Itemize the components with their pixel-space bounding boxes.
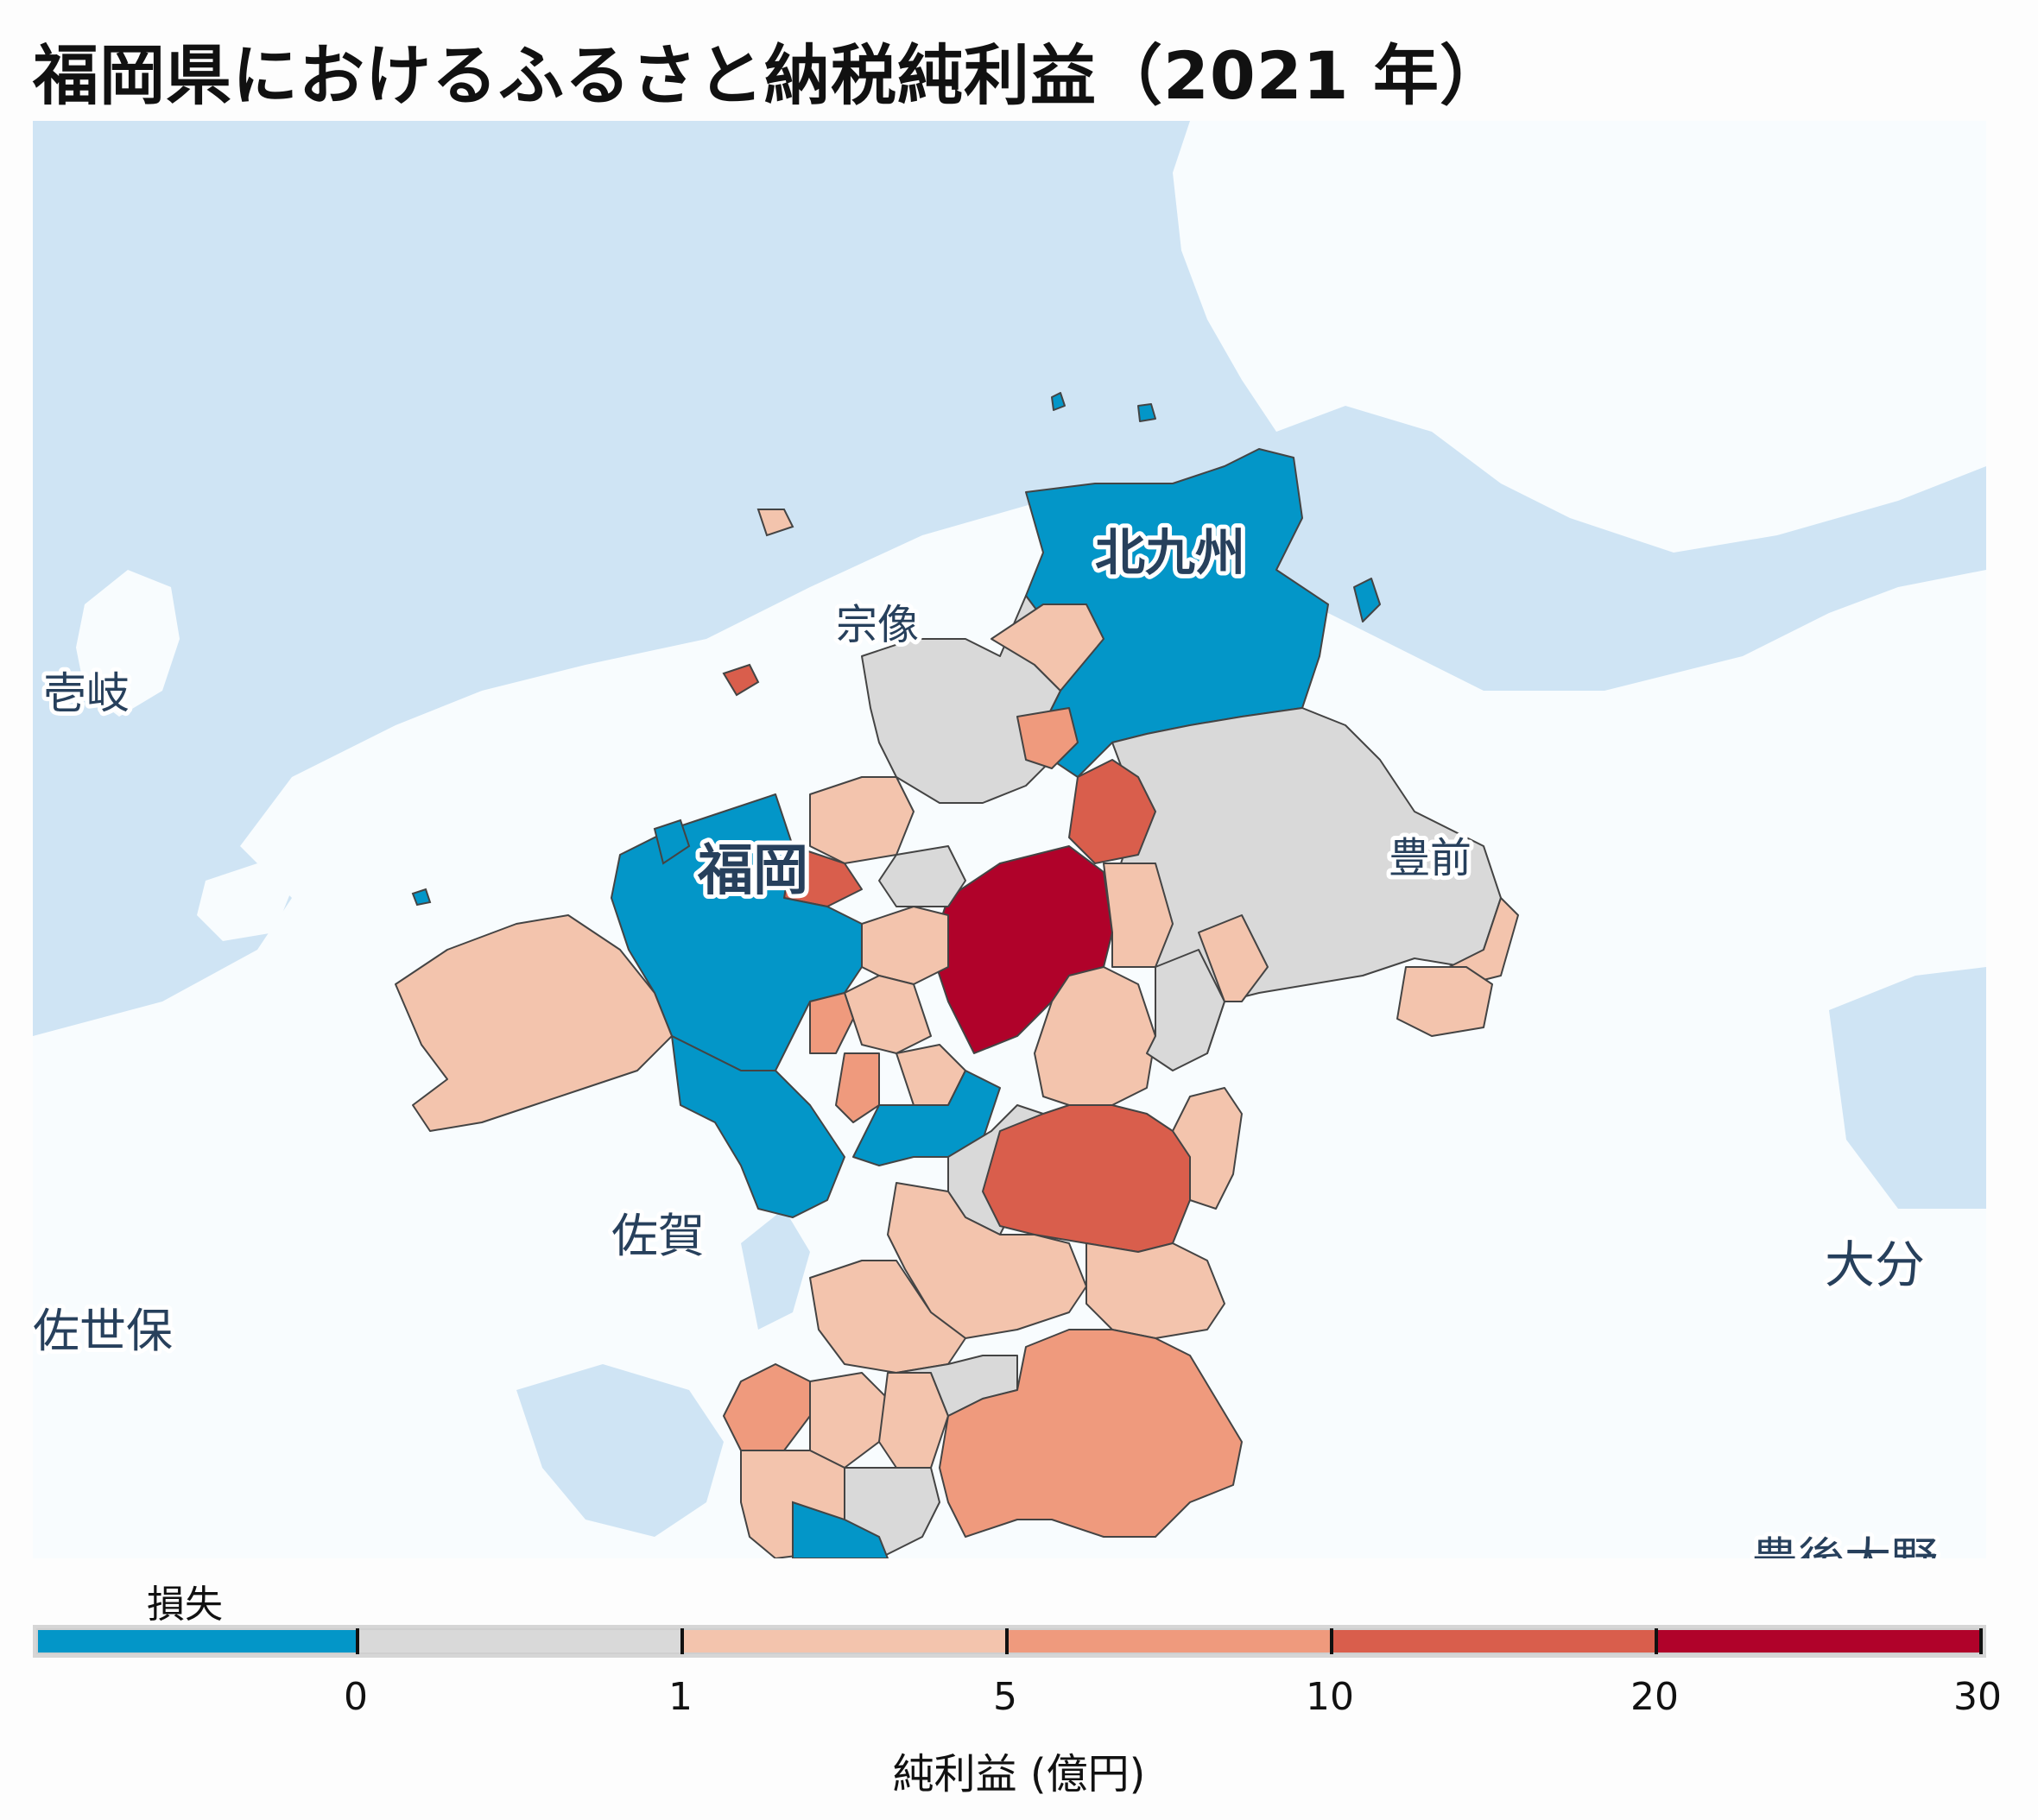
legend-tick-label: 0 [344, 1675, 368, 1719]
municipality-kurume[interactable] [809, 1260, 966, 1374]
municipality-okawa[interactable] [723, 1363, 811, 1451]
municipality-fukutsu[interactable] [809, 776, 915, 864]
legend-tick [1979, 1628, 1983, 1654]
municipality-onga[interactable] [991, 604, 1104, 692]
municipality-mizumaki[interactable] [1016, 707, 1079, 769]
municipality-keisen[interactable] [1034, 966, 1156, 1106]
municipality-onojo[interactable] [835, 1052, 880, 1123]
legend-loss-label: 損失 [147, 1583, 223, 1627]
municipality-ukiha[interactable] [1085, 1242, 1225, 1339]
municipality-nogata[interactable] [1068, 759, 1156, 864]
legend-tick [680, 1628, 684, 1654]
municipality-omuta[interactable] [792, 1501, 889, 1558]
page-title: 福岡県におけるふるさと納税純利益（2021 年） [33, 37, 1506, 114]
municipality-kasuga[interactable] [809, 992, 854, 1054]
label-buzen: 豊前 [1389, 834, 1472, 882]
municipality-soeda[interactable] [1172, 1087, 1243, 1210]
legend-tick-label: 30 [1953, 1675, 2002, 1719]
legend-tick-label: 5 [993, 1675, 1017, 1719]
municipality-ogori[interactable] [887, 1182, 1087, 1339]
islands [411, 509, 794, 907]
label-fukuoka: 福岡 [697, 839, 808, 903]
island-ainoshima[interactable] [722, 663, 760, 697]
legend-seg-0-1 [358, 1630, 682, 1653]
legend-tick [356, 1628, 359, 1654]
island-small[interactable] [411, 888, 432, 907]
municipality-hisayama[interactable] [878, 845, 966, 907]
municipality-island[interactable] [1353, 578, 1381, 622]
legend-seg-10-20 [1332, 1630, 1656, 1653]
legend-tick-label: 1 [668, 1675, 693, 1719]
label-bungo-ono: 豊後大野 [1751, 1532, 1938, 1558]
legend-tick-label: 10 [1306, 1675, 1354, 1719]
legend-seg-20-30 [1656, 1630, 1981, 1653]
municipality-island[interactable] [1137, 403, 1156, 422]
legend-seg-5-10 [1007, 1630, 1332, 1653]
municipalities [395, 392, 1519, 1558]
legend-seg-1-5 [682, 1630, 1007, 1653]
legend-colorbar [33, 1625, 1986, 1658]
map[interactable]: 北九州 宗像 壱岐 福岡 豊前 佐賀 佐世保 大分 豊後大野 [33, 121, 1986, 1558]
label-saga: 佐賀 [611, 1209, 705, 1263]
legend-tick-label: 20 [1630, 1675, 1679, 1719]
label-iki: 壱岐 [43, 668, 130, 718]
municipality-island[interactable] [1051, 392, 1066, 411]
map-canvas: 北九州 宗像 壱岐 福岡 豊前 佐賀 佐世保 大分 豊後大野 [33, 121, 1986, 1558]
label-munakata: 宗像 [836, 601, 919, 649]
island-oshima[interactable] [756, 509, 794, 537]
label-oita: 大分 [1825, 1235, 1925, 1294]
legend-seg-loss [38, 1630, 358, 1653]
legend-axis-label: 純利益 (億円) [892, 1750, 1146, 1798]
label-kitakyushu: 北九州 [1095, 523, 1245, 582]
legend-tick [1005, 1628, 1009, 1654]
legend-tick [1330, 1628, 1333, 1654]
municipality-omuta-group [792, 1501, 889, 1558]
municipality-nakagawa[interactable] [671, 1035, 845, 1218]
municipality-kasuya[interactable] [861, 906, 949, 985]
label-sasebo: 佐世保 [33, 1304, 173, 1358]
legend-tick [1655, 1628, 1658, 1654]
municipality-shime[interactable] [844, 975, 932, 1054]
municipality-tagawa[interactable] [1146, 949, 1225, 1071]
municipality-chikujo[interactable] [1396, 966, 1493, 1037]
municipality-yame[interactable] [939, 1329, 1243, 1538]
municipality-asakura[interactable] [982, 1104, 1191, 1253]
inland-water [516, 1209, 810, 1537]
municipality-kawasaki[interactable] [1198, 914, 1269, 1002]
island-nokonoshima[interactable] [653, 818, 691, 865]
municipality-itoshima[interactable] [395, 914, 673, 1132]
